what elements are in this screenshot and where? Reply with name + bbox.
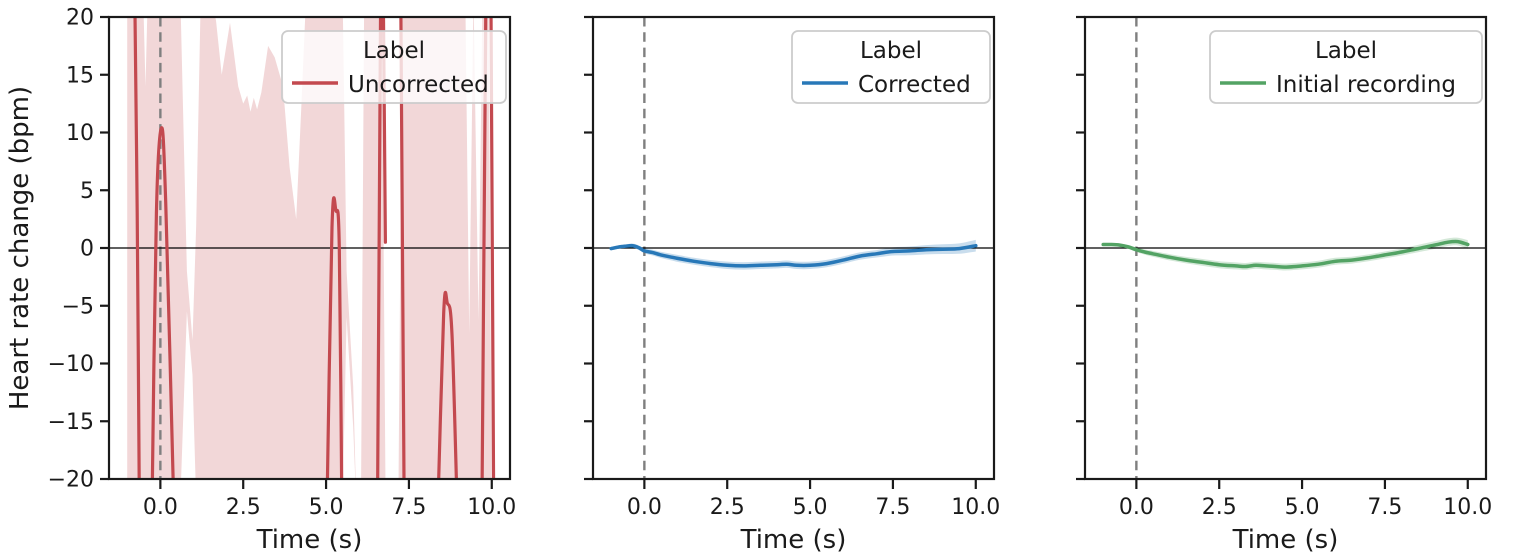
- y-tick-label: 15: [66, 63, 94, 88]
- x-tick-label: 0.0: [1119, 495, 1154, 520]
- y-axis-title: Heart rate change (bpm): [5, 86, 35, 410]
- legend-title: Label: [1315, 38, 1377, 64]
- legend-corrected: Label Corrected: [791, 30, 991, 104]
- y-tick-label: −10: [48, 352, 94, 377]
- x-tick-label: 5.0: [309, 495, 344, 520]
- mean-line-uncorrected: [150, 126, 175, 479]
- x-tick-label: 0.0: [143, 495, 178, 520]
- x-tick-label: 10.0: [1443, 495, 1492, 520]
- x-axis-title: Time (s): [740, 525, 847, 555]
- mean-line-uncorrected: [133, 17, 141, 479]
- x-tick-label: 10.0: [951, 495, 1000, 520]
- x-tick-label: 2.5: [226, 495, 261, 520]
- legend-entry-label: Initial recording: [1276, 72, 1456, 98]
- x-tick-label: 0.0: [627, 495, 662, 520]
- panel-corrected: 0.0 2.5 5.0 7.5 10.0 Time (s) Label Corrected: [584, 15, 1000, 555]
- y-tick-label: −5: [62, 294, 94, 319]
- x-tick-label: 7.5: [391, 495, 426, 520]
- x-axis-title: Time (s): [1232, 525, 1339, 555]
- panel-initial-recording: 0.0 2.5 5.0 7.5 10.0 Time (s) Label Initial rec…: [1076, 15, 1492, 555]
- mean-line-corrected: [609, 243, 978, 268]
- x-axis-title: Time (s): [256, 525, 363, 555]
- x-tick-label: 5.0: [793, 495, 828, 520]
- mean-line-uncorrected: [381, 17, 387, 244]
- x-tick-label: 10.0: [467, 495, 516, 520]
- mean-line-uncorrected: [437, 290, 458, 479]
- panel-uncorrected: 0.0 2.5 5.0 7.5 10.0 −20 −15 −10 −5 0 5 10 15 20 Time …: [48, 6, 517, 556]
- legend-box: [281, 30, 507, 104]
- y-tick-label: 20: [66, 6, 94, 31]
- y-tick-label: 10: [66, 121, 94, 146]
- mean-line-uncorrected: [325, 196, 344, 479]
- x-tick-label: 5.0: [1285, 495, 1320, 520]
- legend-box: [1209, 30, 1483, 104]
- x-tick-label: 7.5: [875, 495, 910, 520]
- x-tick-label: 7.5: [1367, 495, 1402, 520]
- legend-entry-label: Corrected: [858, 72, 971, 98]
- legend-uncorrected: Label Uncorrected: [281, 30, 507, 104]
- legend-entry-label: Uncorrected: [348, 72, 489, 98]
- y-tick-label: −20: [48, 468, 94, 493]
- x-tick-label: 2.5: [1202, 495, 1237, 520]
- y-tick-label: −15: [48, 410, 94, 435]
- x-tick-label: 2.5: [710, 495, 745, 520]
- mean-line-initial-recording: [1101, 239, 1470, 269]
- legend-title: Label: [860, 38, 922, 64]
- y-tick-label: 0: [80, 237, 94, 262]
- legend-box: [791, 30, 991, 104]
- y-tick-label: 5: [80, 179, 94, 204]
- legend-title: Label: [363, 38, 425, 64]
- legend-initial-recording: Label Initial recording: [1209, 30, 1483, 104]
